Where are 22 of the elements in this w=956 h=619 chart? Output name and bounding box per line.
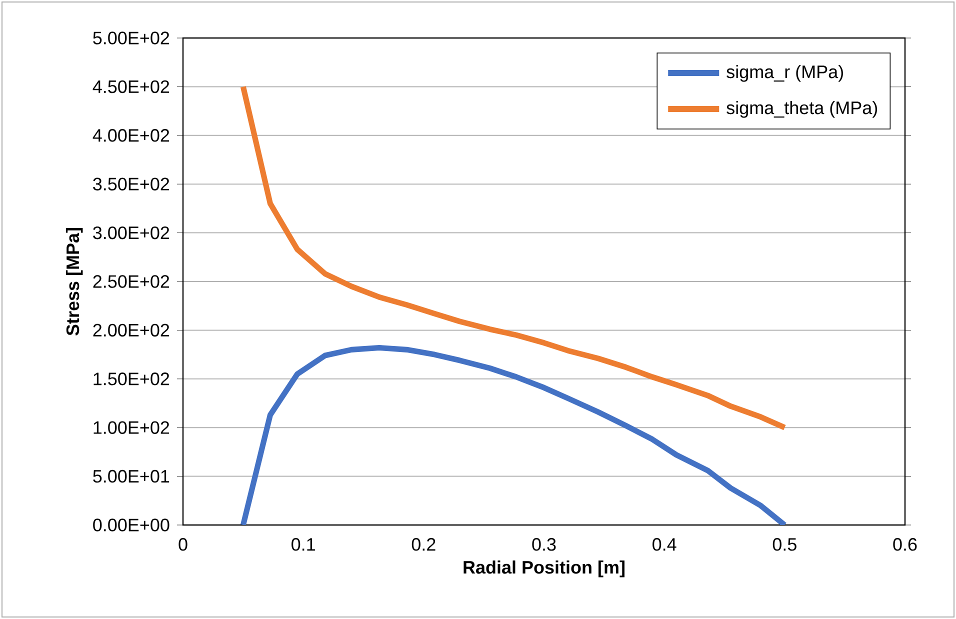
- y-tick-label: 1.50E+02: [94, 372, 170, 386]
- x-tick-label: 0.1: [292, 538, 315, 551]
- x-tick-label: 0.4: [652, 538, 676, 551]
- y-tick-label: 4.50E+02: [92, 80, 170, 94]
- y-tick-label: 4.00E+02: [92, 129, 170, 142]
- y-tick-label: 2.50E+02: [93, 275, 170, 288]
- y-tick-label: 0.00E+00: [93, 518, 170, 532]
- y-tick-label: 2.00E+02: [93, 324, 170, 337]
- y-tick-label: 3.50E+02: [93, 178, 170, 190]
- y-tick-label: 5.00E+02: [93, 32, 170, 44]
- y-axis-title: Stress [MPa]: [66, 228, 83, 336]
- x-tick-label: 0.3: [532, 538, 556, 551]
- x-tick-label: 0.2: [412, 538, 436, 551]
- x-tick-label: 0.6: [893, 538, 917, 551]
- legend-label: sigma_theta (MPa): [726, 101, 878, 118]
- y-tick-label: 3.00E+02: [93, 226, 170, 240]
- legend-label: sigma_r (MPa): [726, 65, 843, 82]
- x-axis-title: Radial Position [m]: [464, 560, 624, 578]
- x-tick-label: 0.5: [772, 538, 796, 551]
- x-tick-label: 0: [178, 538, 188, 551]
- y-tick-label: 1.00E+02: [94, 421, 170, 434]
- y-tick-label: 5.00E+01: [93, 470, 170, 483]
